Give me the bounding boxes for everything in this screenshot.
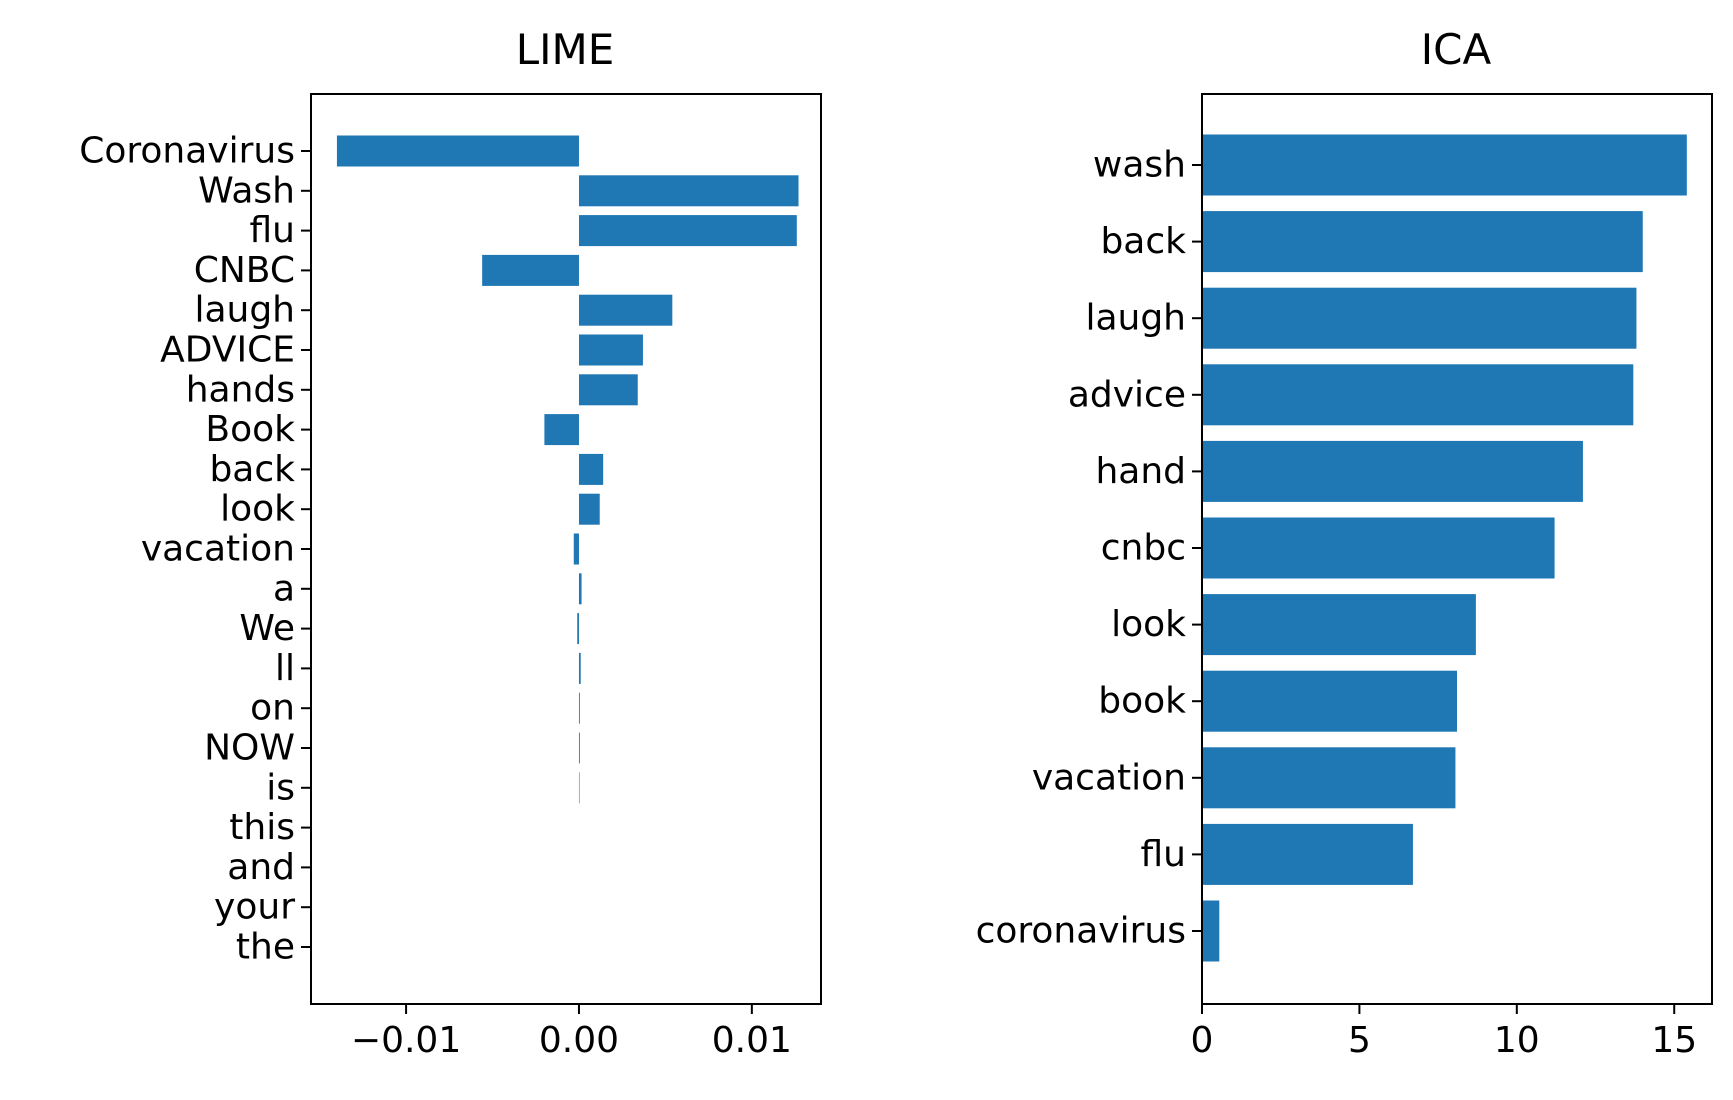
ica-xtick-label: 0 — [1191, 1020, 1214, 1061]
ica-bar — [1202, 900, 1220, 962]
lime-ytick-label: Book — [205, 409, 295, 450]
lime-ytick-label: vacation — [141, 529, 295, 570]
lime-bar — [578, 294, 673, 326]
ica-bar — [1202, 823, 1413, 885]
lime-ytick-label: We — [239, 608, 295, 649]
ica-bar — [1202, 364, 1634, 426]
lime-bar — [578, 215, 797, 247]
lime-plot-frame — [310, 93, 822, 1005]
ica-ytick-label: book — [1098, 681, 1186, 722]
ica-xtick-label: 10 — [1494, 1020, 1540, 1061]
ica-bar — [1202, 670, 1457, 732]
lime-bar — [578, 374, 638, 406]
lime-ytick-label: CNBC — [194, 250, 295, 291]
lime-bar — [577, 613, 579, 645]
lime-ytick-label: on — [250, 688, 295, 729]
ica-bar — [1202, 211, 1643, 273]
ica-ytick-label: vacation — [1032, 757, 1186, 798]
lime-chart: LIME CoronavirusWashfluCNBClaughADVICEha… — [79, 25, 822, 1061]
lime-ytick-label: ll — [275, 648, 295, 689]
lime-ytick-label: and — [227, 847, 295, 888]
ica-ytick-label: back — [1100, 221, 1186, 262]
lime-ytick-label: Wash — [198, 170, 295, 211]
ica-ytick-label: laugh — [1085, 298, 1186, 339]
ica-ytick-label: coronavirus — [976, 911, 1186, 952]
lime-ytick-label: laugh — [194, 290, 295, 331]
lime-xtick-label: −0.01 — [351, 1020, 461, 1061]
ica-ytick-label: advice — [1068, 374, 1186, 415]
ica-bar — [1202, 134, 1687, 196]
lime-ytick-label: look — [220, 489, 295, 530]
ica-xtick-label: 5 — [1348, 1020, 1371, 1061]
ica-chart: ICA wash back laugh advice hand cnbc look book v… — [976, 25, 1713, 1061]
lime-xtick-label: 0.01 — [712, 1020, 792, 1061]
ica-ytick-label: look — [1111, 604, 1186, 645]
lime-bar — [578, 334, 643, 366]
lime-ytick-label: a — [273, 568, 295, 609]
lime-ytick-label: your — [214, 887, 295, 928]
lime-ytick-label: NOW — [204, 728, 295, 769]
lime-ytick-label: back — [209, 449, 295, 490]
lime-bar — [578, 493, 600, 525]
lime-ytick-label: flu — [250, 210, 296, 251]
lime-chart-title: LIME — [516, 25, 615, 74]
lime-ytick-label: the — [236, 927, 295, 968]
ica-bar — [1202, 517, 1555, 579]
lime-bar — [482, 254, 579, 286]
lime-ytick-label: Coronavirus — [79, 131, 295, 172]
lime-bar — [578, 732, 580, 764]
lime-bar — [573, 533, 579, 565]
ica-bar — [1202, 287, 1637, 349]
lime-bar — [578, 175, 799, 207]
lime-ytick-label: hands — [186, 369, 295, 410]
lime-bar — [544, 414, 579, 446]
lime-bar — [578, 772, 580, 804]
lime-bar — [578, 692, 580, 724]
ica-ytick-label: wash — [1093, 145, 1186, 186]
ica-xtick-label: 15 — [1651, 1020, 1697, 1061]
lime-bar — [578, 453, 604, 485]
lime-bar — [578, 573, 582, 605]
ica-bar — [1202, 747, 1456, 809]
ica-ytick-label: flu — [1141, 834, 1187, 875]
lime-bar — [336, 135, 579, 167]
lime-ytick-label: ADVICE — [160, 330, 295, 371]
lime-bar — [578, 652, 581, 684]
lime-xtick-label: 0.00 — [539, 1020, 619, 1061]
ica-bar — [1202, 440, 1583, 502]
lime-ytick-label: this — [229, 807, 295, 848]
lime-ytick-label: is — [266, 767, 295, 808]
ica-bar — [1202, 594, 1476, 656]
ica-chart-title: ICA — [1421, 25, 1492, 74]
ica-ytick-label: hand — [1095, 451, 1186, 492]
ica-plot-frame — [1201, 93, 1713, 1005]
ica-ytick-label: cnbc — [1101, 528, 1186, 569]
